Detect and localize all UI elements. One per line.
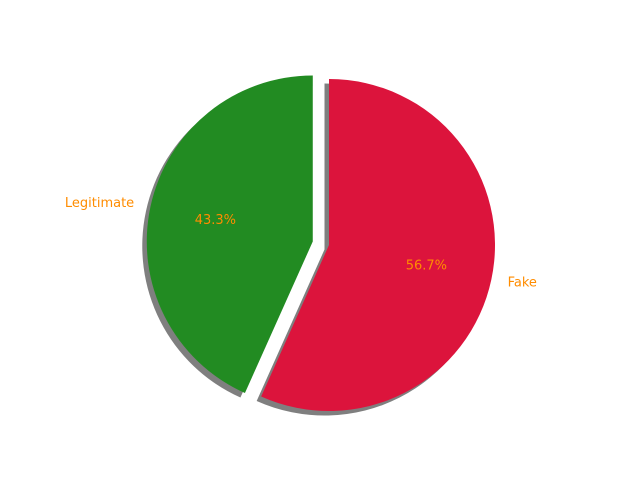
slice-percent-legitimate: 43.3%: [195, 213, 236, 228]
slice-percent-fake: 56.7%: [406, 258, 447, 273]
pie-slice-fake: [261, 79, 496, 412]
slice-label-fake: Fake: [508, 276, 537, 291]
pie-slice-legitimate: [146, 75, 313, 394]
slice-label-legitimate: Legitimate: [65, 196, 134, 211]
